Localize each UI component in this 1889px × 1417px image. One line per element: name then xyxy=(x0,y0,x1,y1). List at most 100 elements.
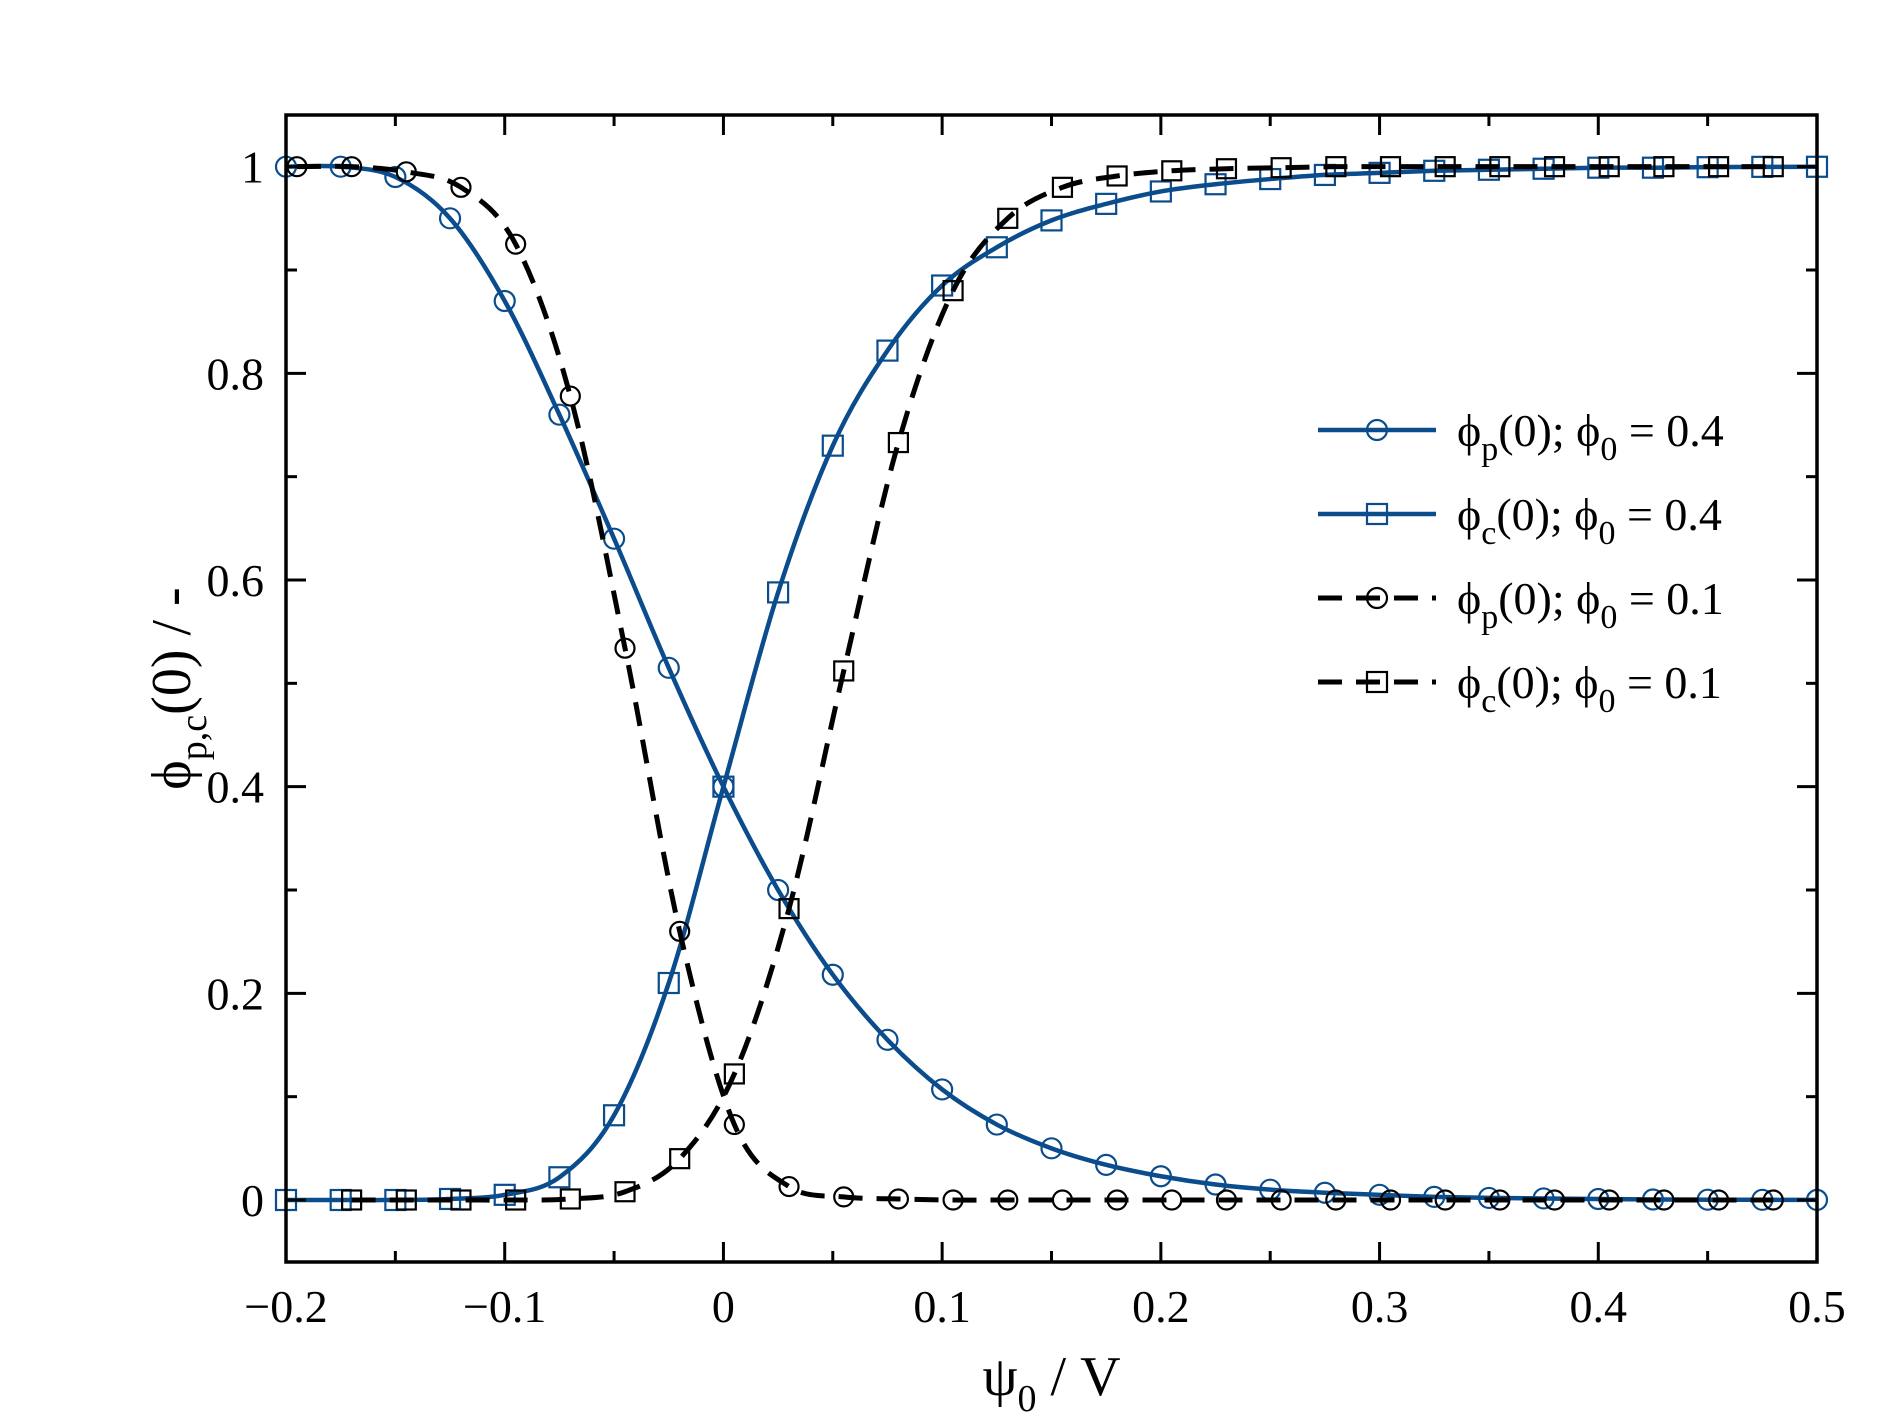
data-point xyxy=(450,176,472,198)
data-point xyxy=(876,339,899,362)
series-4 xyxy=(341,156,1784,1211)
data-point xyxy=(1489,1189,1511,1211)
data-point xyxy=(669,1148,691,1170)
data-point xyxy=(1051,1189,1074,1211)
data-point xyxy=(997,1189,1019,1211)
data-point xyxy=(1040,209,1063,232)
legend-label: ϕc(0); ϕ0 = 0.1 xyxy=(1457,657,1722,720)
series-line xyxy=(351,164,1774,1203)
legend-entry: ϕc(0); ϕ0 = 0.4 xyxy=(1318,489,1722,552)
data-point xyxy=(559,1188,581,1210)
legend-entry: ϕc(0); ϕ0 = 0.1 xyxy=(1318,657,1722,720)
data-point xyxy=(876,1028,899,1051)
data-point xyxy=(1040,1137,1063,1160)
data-point xyxy=(341,156,363,178)
data-point xyxy=(942,280,964,302)
data-point xyxy=(505,1189,527,1211)
data-point xyxy=(669,920,691,942)
data-point xyxy=(1204,1173,1227,1196)
series-line xyxy=(285,164,1818,1203)
data-point xyxy=(712,775,735,798)
data-point xyxy=(833,660,855,682)
series-3 xyxy=(286,156,1784,1211)
data-point xyxy=(1270,157,1292,179)
legend-label: ϕp(0); ϕ0 = 0.4 xyxy=(1457,405,1724,468)
data-point xyxy=(602,1104,626,1127)
x-tick-label: 0 xyxy=(712,1281,735,1332)
data-point xyxy=(1477,158,1501,181)
data-point xyxy=(1161,1189,1183,1211)
data-point xyxy=(1543,1189,1566,1211)
data-point xyxy=(1762,1189,1784,1211)
data-point xyxy=(1423,159,1446,182)
data-point xyxy=(657,656,680,679)
data-point xyxy=(384,165,407,189)
data-point xyxy=(1653,1189,1675,1211)
data-point xyxy=(942,1189,964,1211)
data-point xyxy=(505,233,527,255)
data-point xyxy=(657,971,680,995)
data-point xyxy=(1095,192,1118,215)
legend-marker xyxy=(1365,502,1389,526)
y-tick-label: 0 xyxy=(241,1175,264,1226)
data-point xyxy=(985,236,1008,259)
x-tick-label: −0.2 xyxy=(244,1281,327,1332)
data-point xyxy=(1270,1189,1292,1211)
data-point xyxy=(329,1188,352,1212)
data-point xyxy=(493,1183,516,1206)
x-tick-label: 0.3 xyxy=(1351,1281,1409,1332)
data-point xyxy=(548,1166,571,1189)
y-tick-label: 0.2 xyxy=(207,968,265,1019)
data-point xyxy=(1149,180,1172,203)
data-point xyxy=(1325,1189,1347,1211)
data-point xyxy=(1598,156,1620,178)
data-point xyxy=(821,963,844,986)
data-point xyxy=(1707,156,1730,178)
data-point xyxy=(821,434,844,457)
data-point xyxy=(395,1189,417,1211)
data-point xyxy=(887,1188,910,1210)
data-point xyxy=(548,403,571,426)
x-tick-label: −0.1 xyxy=(463,1281,546,1332)
data-point xyxy=(767,581,790,604)
legend-marker xyxy=(1365,586,1389,610)
y-tick-label: 0.4 xyxy=(207,762,265,813)
y-tick-label: 1 xyxy=(241,142,264,193)
y-axis-title: ϕp,c(0) / - xyxy=(141,587,215,789)
data-point xyxy=(887,431,910,454)
data-point xyxy=(1161,160,1183,182)
legend-marker xyxy=(1365,418,1389,442)
data-point xyxy=(931,1078,954,1101)
data-point xyxy=(614,1181,636,1203)
data-point xyxy=(1106,165,1128,187)
data-point xyxy=(1379,156,1402,178)
data-point xyxy=(341,1189,363,1211)
data-point xyxy=(767,878,790,902)
legend: ϕp(0); ϕ0 = 0.4 ϕc(0); ϕ0 = 0.4 ϕp(0); ϕ0 … xyxy=(1318,405,1724,720)
data-point xyxy=(931,274,954,297)
x-tick-label: 0.4 xyxy=(1570,1281,1628,1332)
data-point xyxy=(1489,156,1511,178)
x-axis-title: ψ0 / V xyxy=(982,1346,1120,1417)
data-point xyxy=(1423,1185,1446,1209)
data-point xyxy=(1368,161,1391,184)
x-tick-label: 0.2 xyxy=(1132,1281,1190,1332)
ticks-layer: −0.2 −0.1 0 0.1 0.2 0.3 0.4 0.5 0 0.2 0.4 0.6 0.8 1 xyxy=(207,115,1846,1332)
data-point xyxy=(438,207,462,230)
data-point xyxy=(1653,156,1675,178)
data-point xyxy=(1707,1189,1730,1211)
data-point xyxy=(1106,1189,1128,1211)
data-point xyxy=(395,161,417,183)
data-point xyxy=(1368,1183,1391,1206)
data-point xyxy=(1543,156,1566,178)
data-point xyxy=(723,1063,745,1085)
data-point xyxy=(778,1175,800,1198)
series-layer xyxy=(274,155,1829,1212)
data-point xyxy=(1215,158,1238,180)
x-tick-label: 0.5 xyxy=(1788,1281,1846,1332)
legend-entry: ϕp(0); ϕ0 = 0.1 xyxy=(1318,573,1724,636)
y-tick-label: 0.6 xyxy=(207,555,265,606)
series-line xyxy=(296,163,1774,1203)
data-point xyxy=(1204,173,1227,196)
